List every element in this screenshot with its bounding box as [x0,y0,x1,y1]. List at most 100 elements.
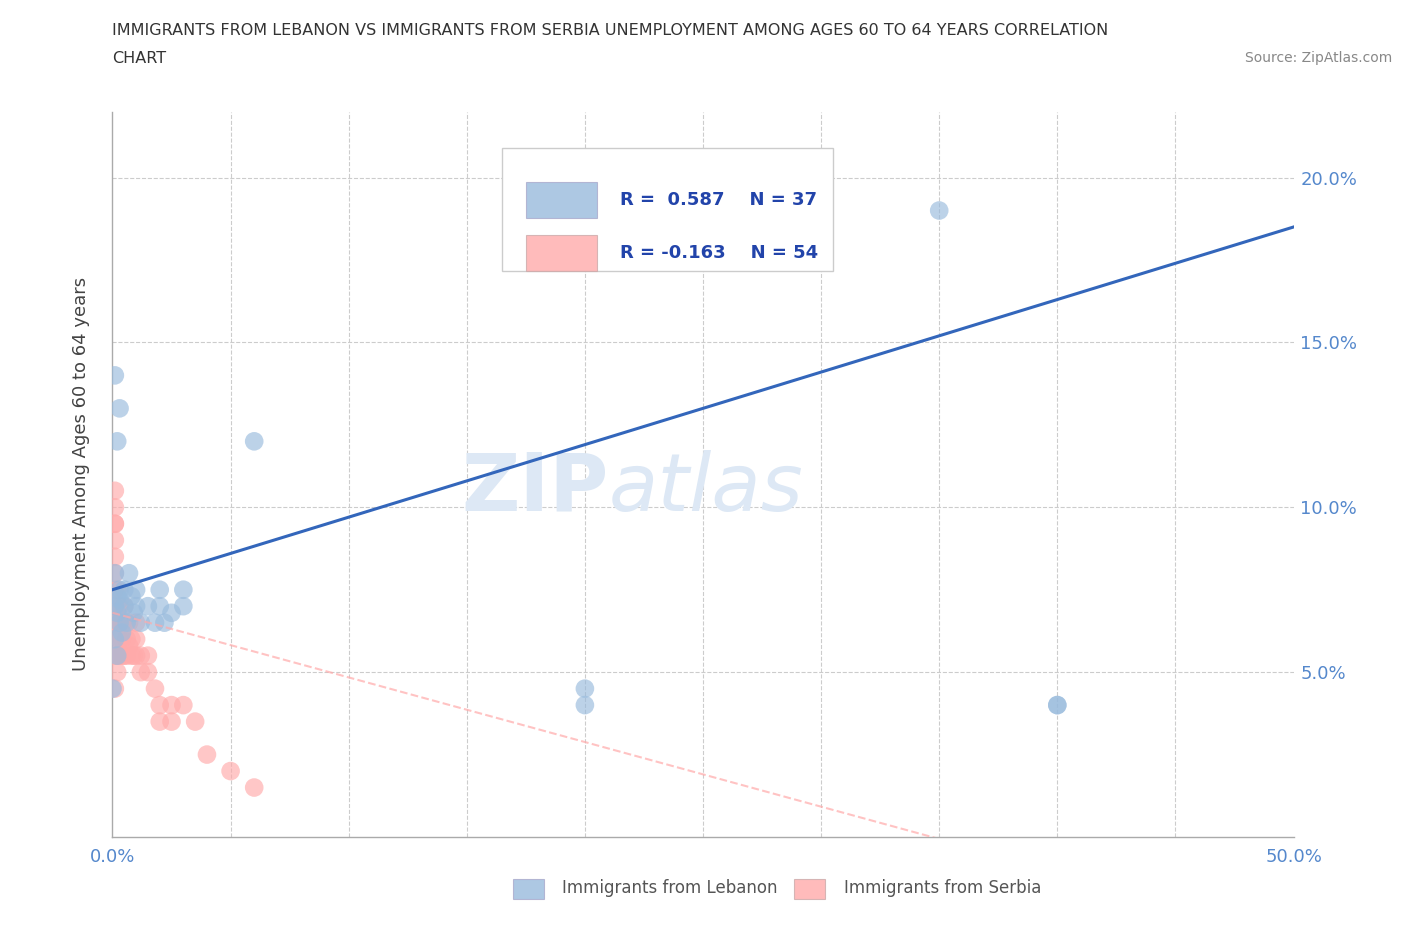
Point [108,631,131,646]
Point [118,638,141,653]
Point [125,599,148,614]
Point [104,484,127,498]
Point [104,565,127,580]
Point [104,516,127,531]
Point [184,714,207,729]
Point [219,764,242,778]
Point [149,714,172,729]
Point [104,605,127,620]
Point [153,616,176,631]
Point [115,616,138,631]
Point [112,599,135,614]
Point [143,681,166,696]
Point [104,648,127,663]
Point [105,582,128,597]
Point [136,599,159,614]
Point [108,616,131,631]
Point [125,616,148,631]
Point [136,648,159,663]
Point [125,582,148,597]
Point [104,599,127,614]
Point [120,589,142,604]
Text: IMMIGRANTS FROM LEBANON VS IMMIGRANTS FROM SERBIA UNEMPLOYMENT AMONG AGES 60 TO : IMMIGRANTS FROM LEBANON VS IMMIGRANTS FR… [112,23,1109,38]
Text: R =  0.587    N = 37: R = 0.587 N = 37 [620,191,817,208]
Point [108,648,131,663]
Point [160,698,183,712]
Point [104,565,127,580]
Point [104,499,127,514]
Point [120,648,142,663]
Point [111,625,134,640]
Text: Immigrants from Serbia: Immigrants from Serbia [844,879,1040,897]
FancyBboxPatch shape [526,234,596,271]
Point [104,631,127,646]
Point [172,698,194,712]
Point [112,648,135,663]
Point [574,698,596,712]
Text: Immigrants from Lebanon: Immigrants from Lebanon [562,879,778,897]
Point [111,648,134,663]
Point [172,582,194,597]
Point [195,747,218,762]
Point [574,681,596,696]
Point [928,203,950,218]
Point [104,533,127,548]
Point [1046,698,1069,712]
Point [243,434,266,449]
Point [105,648,128,663]
Point [122,648,145,663]
Point [111,616,134,631]
Point [120,631,142,646]
Point [115,648,138,663]
Point [104,516,127,531]
Point [122,605,145,620]
Point [111,631,134,646]
Point [105,605,128,620]
FancyBboxPatch shape [502,148,832,272]
Point [115,631,138,646]
Point [105,599,128,614]
Point [108,592,131,607]
Point [101,681,124,696]
Point [105,589,128,604]
Point [104,599,127,614]
Point [105,665,128,680]
Point [112,582,135,597]
Point [104,582,127,597]
Point [105,648,128,663]
Point [136,665,159,680]
Point [108,401,131,416]
Point [108,582,131,597]
Point [118,616,141,631]
Point [149,582,172,597]
Point [160,605,183,620]
Point [104,368,127,383]
Point [112,599,135,614]
Point [105,616,128,631]
Point [129,665,152,680]
Point [172,599,194,614]
Point [104,631,127,646]
Y-axis label: Unemployment Among Ages 60 to 64 years: Unemployment Among Ages 60 to 64 years [72,277,90,671]
Text: CHART: CHART [112,51,166,66]
Point [149,698,172,712]
Point [105,434,128,449]
Point [125,648,148,663]
Point [129,648,152,663]
Text: Source: ZipAtlas.com: Source: ZipAtlas.com [1244,51,1392,65]
Point [129,616,152,631]
Point [104,550,127,565]
Point [143,616,166,631]
Point [108,616,131,631]
Text: atlas: atlas [609,450,803,528]
Text: ZIP: ZIP [461,450,609,528]
Point [118,565,141,580]
Point [104,616,127,631]
Point [112,616,135,631]
Point [108,599,131,614]
Point [104,681,127,696]
Point [1046,698,1069,712]
Point [243,780,266,795]
Point [104,616,127,631]
FancyBboxPatch shape [526,181,596,218]
